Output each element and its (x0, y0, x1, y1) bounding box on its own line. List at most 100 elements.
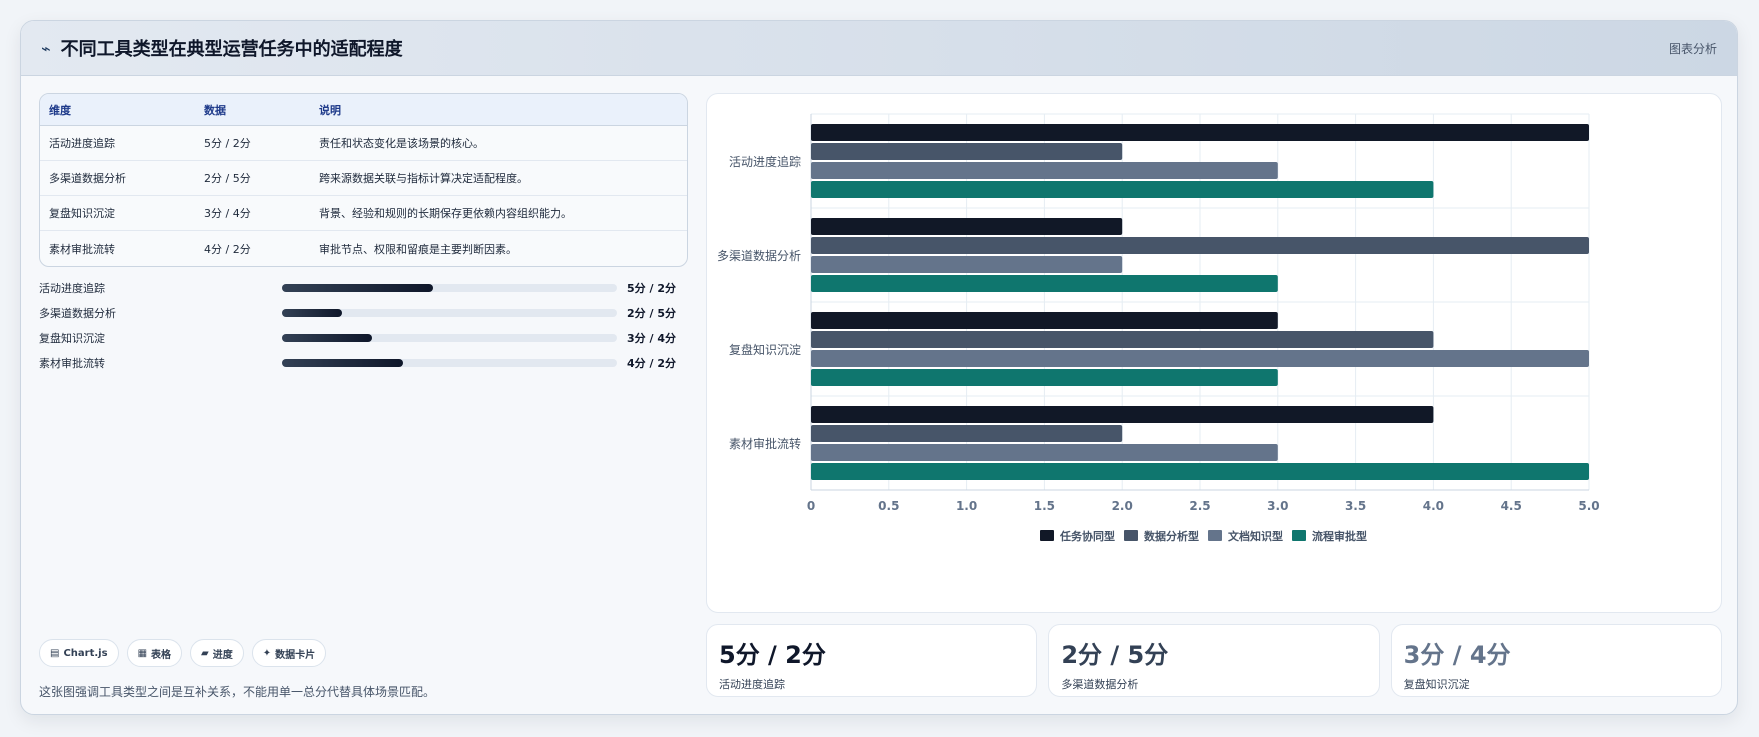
stat-value: 2分 / 5分 (1061, 641, 1169, 669)
progress-track (282, 308, 617, 317)
progress-label: 活动进度追踪 (39, 281, 105, 295)
bar (811, 237, 1589, 254)
x-tick-label: 1.5 (1034, 499, 1055, 513)
chip-chartjs[interactable]: ▤ Chart.js (39, 639, 119, 667)
table-cell-note: 背景、经验和规则的长期保存更依赖内容组织能力。 (310, 196, 687, 231)
bar (811, 181, 1434, 198)
table-row: 活动进度追踪 5分 / 2分 责任和状态变化是该场景的核心。 (40, 126, 687, 161)
table-cell-note: 责任和状态变化是该场景的核心。 (310, 126, 687, 161)
legend-swatch (1124, 530, 1138, 541)
bar (811, 124, 1589, 141)
legend-label: 数据分析型 (1144, 529, 1199, 543)
bar (811, 331, 1434, 348)
progress-value: 5分 / 2分 (627, 281, 676, 295)
stat-card: 3分 / 4分 复盘知识沉淀 (1390, 624, 1722, 697)
bar (811, 162, 1278, 179)
table-cell-dimension: 活动进度追踪 (40, 126, 195, 161)
progress-row: 素材审批流转 4分 / 2分 (39, 350, 688, 375)
stat-label: 多渠道数据分析 (1061, 678, 1139, 691)
bar (811, 350, 1589, 367)
stat-value: 5分 / 2分 (719, 641, 826, 669)
progress-row: 多渠道数据分析 2分 / 5分 (39, 300, 688, 325)
y-category-label: 多渠道数据分析 (717, 248, 801, 263)
x-tick-label: 0.5 (878, 499, 899, 513)
table-cell-note: 审批节点、权限和留痕是主要判断因素。 (319, 242, 517, 256)
stat-value: 3分 / 4分 (1403, 641, 1511, 669)
stat-cards: 5分 / 2分 活动进度追踪 2分 / 5分 多渠道数据分析 3分 / 4分 复… (706, 624, 1722, 697)
progress-value: 3分 / 4分 (627, 331, 676, 345)
progress-track (282, 283, 617, 292)
chip-label: Chart.js (63, 647, 108, 659)
card-title: 不同工具类型在典型运营任务中的适配程度 (60, 39, 403, 60)
legend-swatch (1292, 530, 1306, 541)
bar (811, 256, 1123, 273)
chip-label: 数据卡片 (275, 649, 316, 661)
bar (811, 406, 1434, 423)
trend-icon: ⌁ (41, 38, 51, 58)
chart-icon: ▤ (50, 647, 60, 659)
legend-label: 流程审批型 (1312, 529, 1367, 543)
bar (811, 218, 1123, 235)
legend-swatch (1040, 530, 1054, 541)
table-icon: ▦ (137, 647, 148, 659)
table-row: 复盘知识沉淀 3分 / 4分 背景、经验和规则的长期保存更依赖内容组织能力。 (40, 196, 687, 231)
table-cell-note: 跨来源数据关联与指标计算决定适配程度。 (310, 161, 687, 196)
chip-label: 进度 (212, 649, 233, 661)
table-header-cell: 数据 (195, 94, 310, 126)
feature-chips: ▤ Chart.js ▦ 表格 ▰ 进度 ✦ 数据卡片 (39, 639, 327, 667)
table-header-cell: 维度 (40, 94, 195, 126)
chip-data-card[interactable]: ✦ 数据卡片 (251, 639, 327, 667)
x-tick-label: 3.5 (1345, 499, 1366, 513)
progress-value: 4分 / 2分 (627, 356, 676, 370)
left-panel: 维度 数据 说明 活动进度追踪 5分 / 2分 责任和状态变化是该场景的核心。 … (39, 93, 688, 703)
chip-table[interactable]: ▦ 表格 (126, 639, 183, 667)
card-header: ⌁ 不同工具类型在典型运营任务中的适配程度 图表分析 (21, 21, 1737, 76)
bar-chart: 0 0.5 1.0 1.5 2.0 2.5 3.0 3.5 4.0 4.5 5.0 活动进度追踪多渠道… (717, 113, 1600, 543)
chart-panel: 0 0.5 1.0 1.5 2.0 2.5 3.0 3.5 4.0 4.5 5.0 活动进度追踪 多渠道… (706, 93, 1722, 613)
progress-list: 活动进度追踪 5分 / 2分 多渠道数据分析 2分 / 5分 复盘知识沉淀 3分… (39, 275, 688, 375)
progress-fill (282, 283, 433, 292)
x-tick-label: 2.5 (1189, 499, 1210, 513)
table-cell-data: 3分 / 4分 (195, 196, 310, 231)
x-tick-label: 4.0 (1423, 499, 1444, 513)
y-category-label: 活动进度追踪 (729, 154, 801, 169)
legend-label: 任务协同型 (1059, 529, 1115, 543)
x-tick-label: 5.0 (1578, 499, 1599, 513)
progress-row: 复盘知识沉淀 3分 / 4分 (39, 325, 688, 350)
table-row: 多渠道数据分析 2分 / 5分 跨来源数据关联与指标计算决定适配程度。 (40, 161, 687, 196)
progress-label: 素材审批流转 (39, 356, 105, 370)
progress-track (282, 358, 617, 367)
x-tick-label: 2.0 (1112, 499, 1133, 513)
x-tick-label: 3.0 (1267, 499, 1288, 513)
stat-label: 活动进度追踪 (719, 678, 785, 691)
chip-progress[interactable]: ▰ 进度 (190, 639, 244, 667)
sparkle-icon: ✦ (262, 647, 272, 659)
progress-fill (282, 358, 403, 367)
y-category-label: 素材审批流转 (729, 436, 801, 451)
table-header-row: 维度 数据 说明 (40, 94, 687, 126)
bar (811, 463, 1589, 480)
table-header-cell: 说明 (310, 94, 687, 126)
bar (811, 143, 1123, 160)
bar (811, 444, 1278, 461)
y-category-label: 复盘知识沉淀 (729, 342, 801, 357)
table-row: 素材审批流转 4分 / 2分 审批节点、权限和留痕是主要判断因素。 (40, 231, 687, 266)
progress-label: 复盘知识沉淀 (39, 331, 105, 345)
legend-swatch (1208, 530, 1222, 541)
table-cell-dimension: 复盘知识沉淀 (40, 196, 195, 231)
bar (811, 275, 1278, 292)
progress-fill (282, 308, 343, 317)
stat-label: 复盘知识沉淀 (1403, 678, 1470, 691)
bar (811, 425, 1123, 442)
header-tag: 图表分析 (1668, 41, 1717, 56)
table-cell-dimension: 多渠道数据分析 (40, 161, 195, 196)
table-cell-data: 4分 / 2分 (204, 242, 251, 256)
x-tick-label: 4.5 (1501, 499, 1522, 513)
chart-note: 这张图强调工具类型之间是互补关系，不能用单一总分代替具体场景匹配。 (39, 685, 436, 699)
legend-label: 文档知识型 (1228, 529, 1283, 543)
stat-card: 5分 / 2分 活动进度追踪 (706, 624, 1038, 697)
progress-fill (282, 333, 373, 342)
progress-value: 2分 / 5分 (627, 306, 676, 320)
bar (811, 312, 1278, 329)
x-tick-label: 1.0 (956, 499, 977, 513)
